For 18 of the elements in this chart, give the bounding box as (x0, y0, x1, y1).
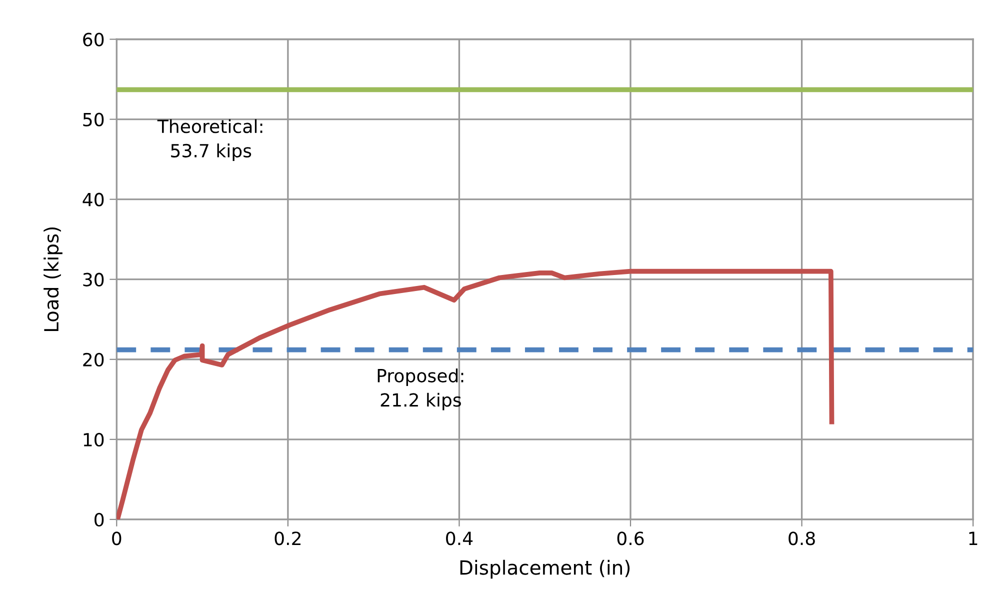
y-tick-label: 20 (83, 352, 104, 366)
x-axis-title: Displacement (in) (460, 560, 630, 579)
y-tick-label: 30 (83, 272, 104, 286)
x-tick-label: 0.2 (274, 532, 300, 546)
y-tick-label: 50 (83, 112, 104, 126)
line-series (116, 268, 834, 520)
x-tick-label: 1 (969, 532, 978, 545)
y-tick-label: 40 (82, 192, 104, 206)
x-tick-label: 0 (112, 532, 122, 546)
y-tick-label: 60 (83, 32, 104, 46)
ref-line-label: Theoretical: 53.7 kips (157, 119, 262, 161)
y-axis-title: Load (kips) (44, 227, 62, 332)
y-tick-label: 0 (94, 512, 104, 527)
ref-line-label: Proposed: 21.2 kips (378, 368, 464, 410)
x-tick-label: 0.8 (788, 532, 815, 546)
x-tick-label: 0.6 (617, 532, 644, 546)
y-tick-label: 10 (84, 432, 104, 447)
x-tick-label: 0.4 (446, 532, 473, 546)
